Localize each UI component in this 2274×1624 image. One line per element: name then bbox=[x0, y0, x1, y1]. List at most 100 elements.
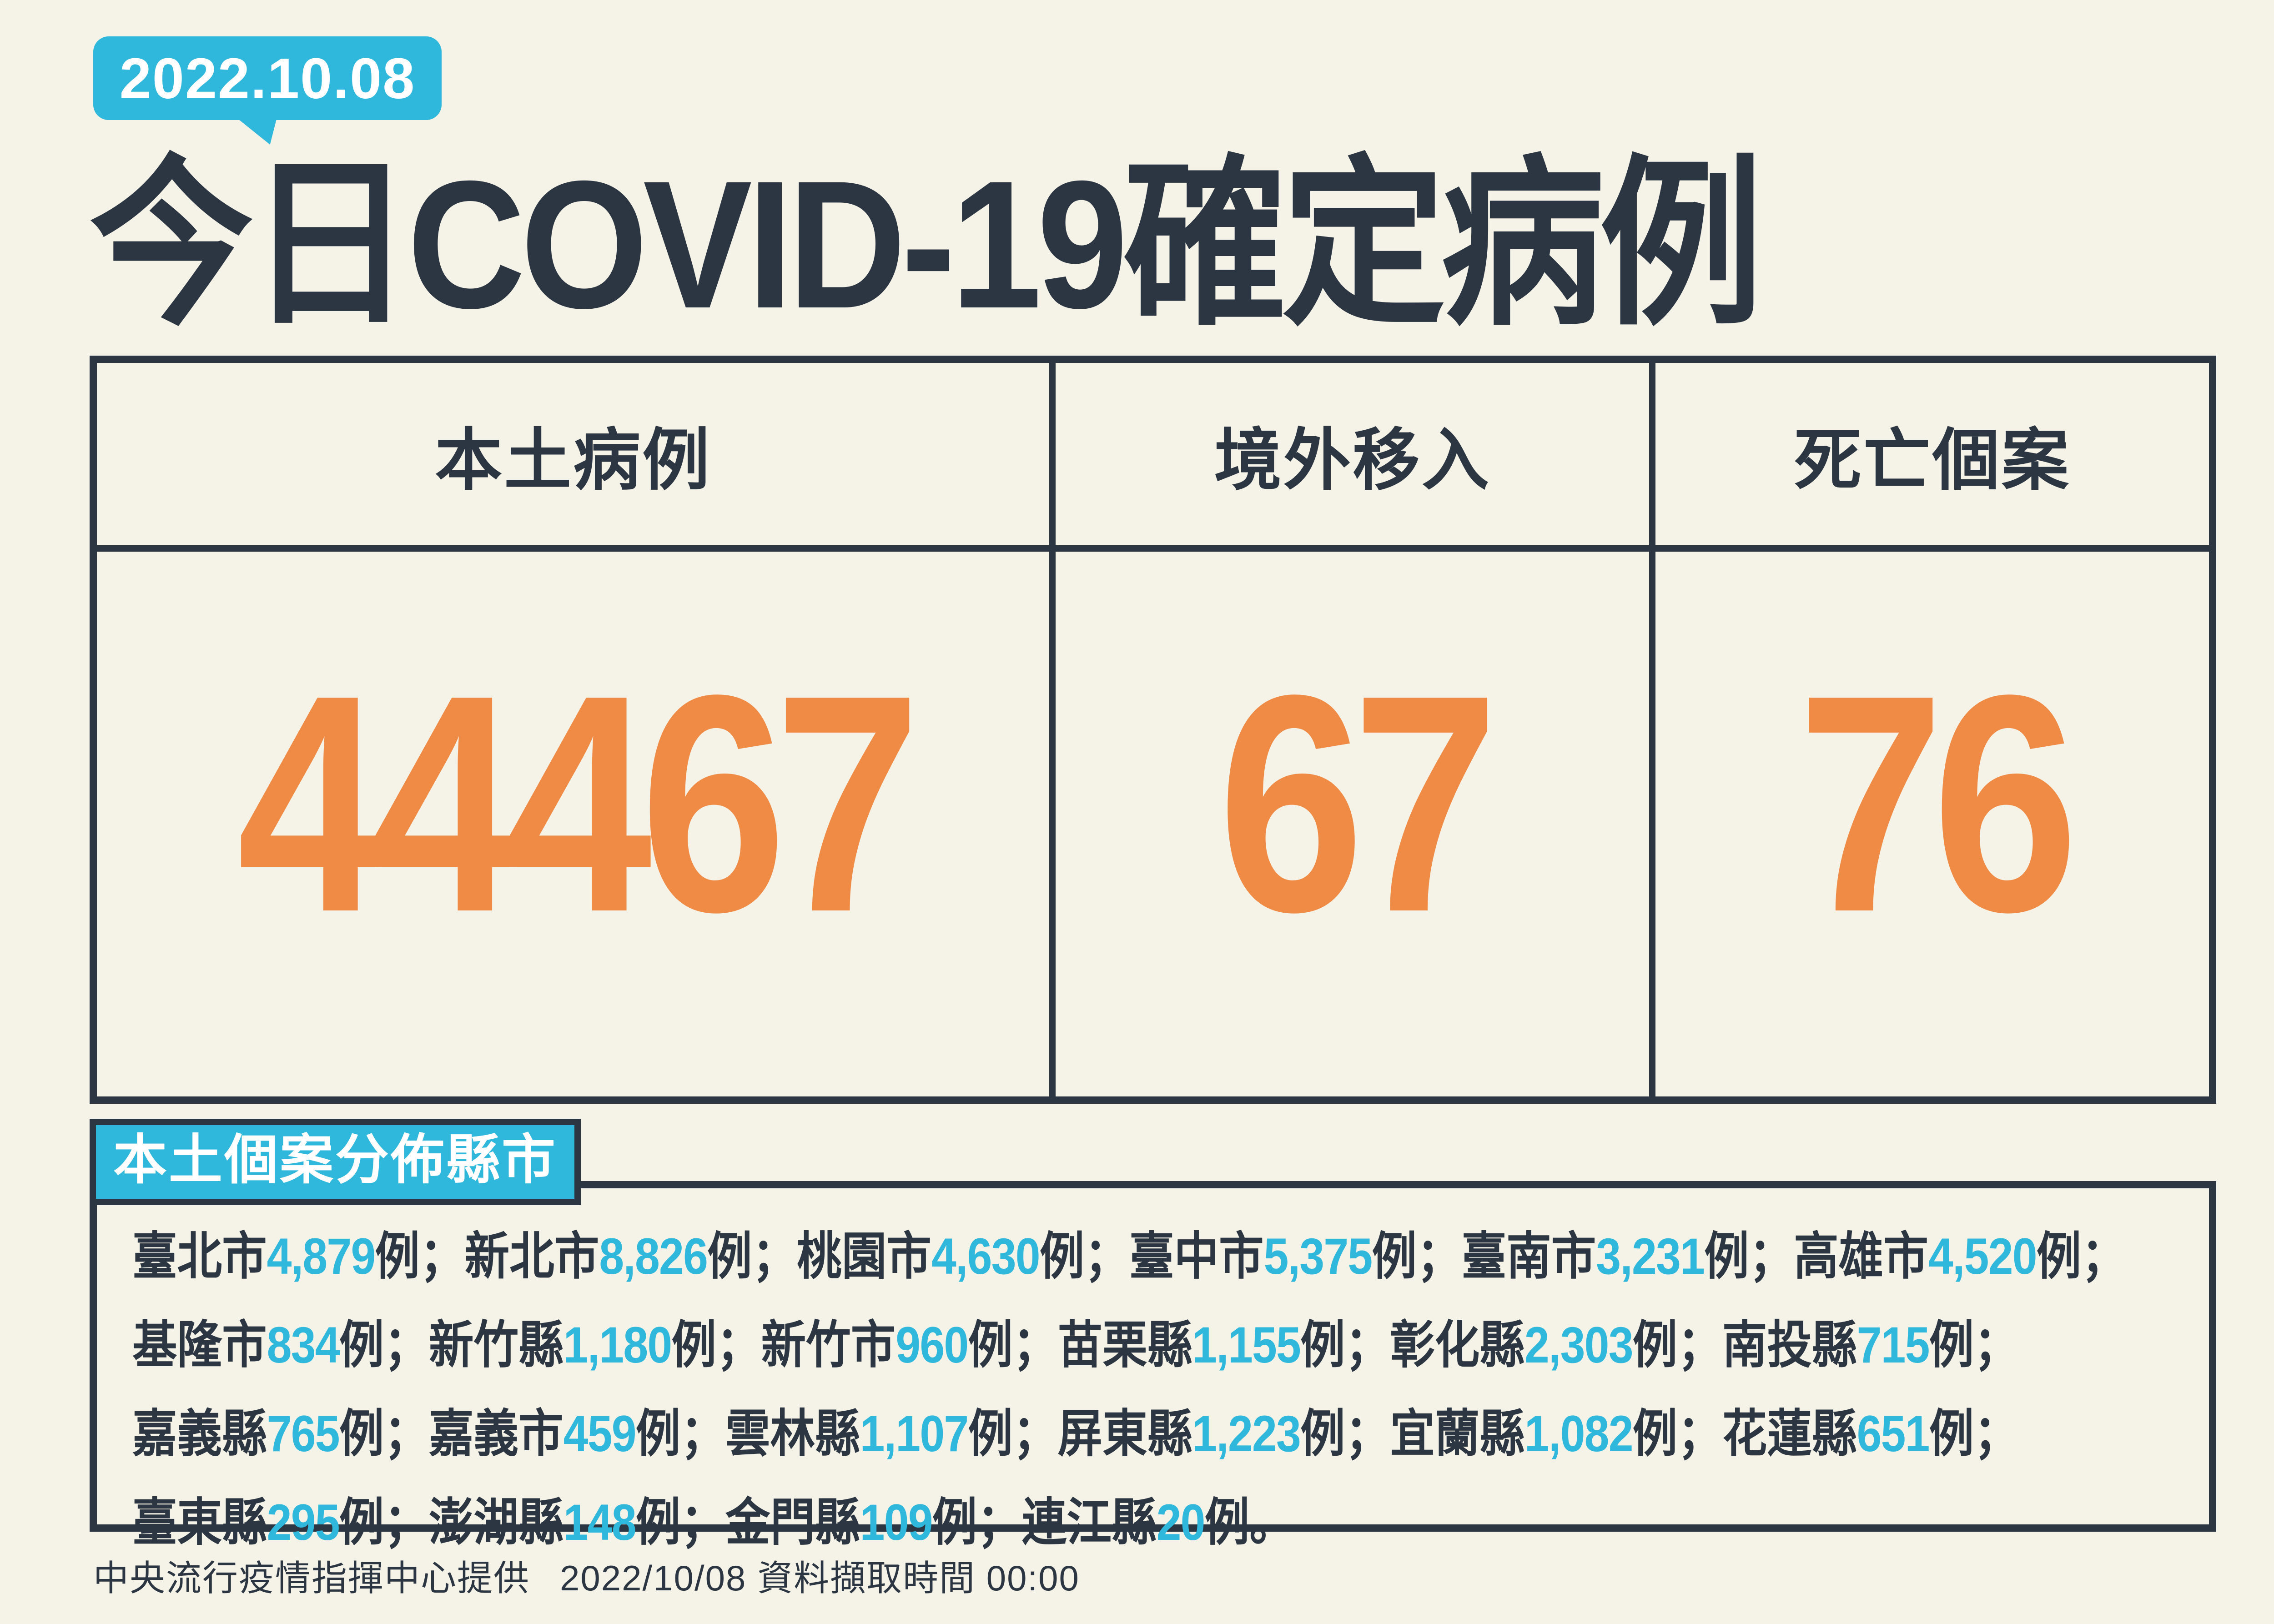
unit-label: 例 bbox=[339, 1494, 384, 1551]
distribution-tag: 本土個案分佈縣市 bbox=[90, 1119, 581, 1205]
region-name: 南投縣 bbox=[1722, 1317, 1857, 1373]
separator: ； bbox=[384, 1317, 429, 1373]
region-case-count: 834 bbox=[267, 1317, 340, 1373]
summary-header-deaths: 死亡個案 bbox=[1649, 363, 2209, 552]
summary-value-imported: 67 bbox=[1049, 552, 1649, 1096]
summary-table: 本土病例 境外移入 死亡個案 44467 67 76 bbox=[90, 356, 2216, 1104]
region-case-count: 295 bbox=[267, 1494, 340, 1551]
deaths-count: 76 bbox=[1798, 631, 2078, 976]
region-name: 澎湖縣 bbox=[428, 1494, 563, 1551]
distribution-line: 基隆市834例；新竹縣1,180例；新竹市960例；苗栗縣1,155例；彰化縣2… bbox=[132, 1301, 2019, 1389]
separator: ； bbox=[680, 1405, 725, 1462]
separator: ； bbox=[1345, 1405, 1390, 1462]
unit-label: 例 bbox=[707, 1228, 752, 1285]
region-case-count: 148 bbox=[563, 1494, 637, 1551]
region-case-count: 960 bbox=[896, 1317, 969, 1373]
region-case-count: 1,107 bbox=[860, 1405, 969, 1462]
unit-label: 例 bbox=[1704, 1228, 1749, 1285]
date-badge: 2022.10.08 bbox=[93, 36, 442, 120]
date-badge-tail bbox=[236, 117, 277, 145]
unit-label: 例 bbox=[1039, 1228, 1085, 1285]
separator: ； bbox=[1749, 1228, 1794, 1285]
summary-value-local: 44467 bbox=[97, 552, 1049, 1096]
region-case-count: 1,082 bbox=[1524, 1405, 1634, 1462]
footer: 中央流行疫情指揮中心提供 2022/10/08 資料擷取時間 00:00 bbox=[93, 1550, 1080, 1601]
region-name: 新竹縣 bbox=[428, 1317, 563, 1373]
separator: ； bbox=[977, 1494, 1022, 1551]
unit-label: 例 bbox=[968, 1405, 1013, 1462]
separator: ； bbox=[716, 1317, 761, 1373]
unit-label: 例 bbox=[635, 1494, 681, 1551]
unit-label: 例 bbox=[1632, 1405, 1678, 1462]
region-name: 桃園市 bbox=[797, 1228, 931, 1285]
region-case-count: 765 bbox=[267, 1405, 340, 1462]
unit-label: 例 bbox=[1632, 1317, 1678, 1373]
region-case-count: 4,630 bbox=[931, 1228, 1041, 1285]
region-name: 嘉義市 bbox=[428, 1405, 563, 1462]
separator: ； bbox=[420, 1228, 465, 1285]
unit-label: 例 bbox=[339, 1405, 384, 1462]
distribution-line: 臺東縣295例；澎湖縣148例；金門縣109例；連江縣20例。 bbox=[132, 1478, 1928, 1567]
region-name: 彰化縣 bbox=[1390, 1317, 1524, 1373]
distribution-box: 臺北市4,879例；新北市8,826例；桃園市4,630例；臺中市5,375例；… bbox=[90, 1181, 2216, 1551]
separator: ； bbox=[384, 1405, 429, 1462]
region-case-count: 1,155 bbox=[1192, 1317, 1301, 1373]
separator: ； bbox=[1974, 1405, 2019, 1462]
imported-cases-count: 67 bbox=[1218, 631, 1499, 976]
separator: 。 bbox=[1249, 1494, 1294, 1551]
region-name: 屏東縣 bbox=[1057, 1405, 1192, 1462]
region-case-count: 715 bbox=[1856, 1317, 1930, 1373]
unit-label: 例 bbox=[1372, 1228, 1417, 1285]
footer-source: 中央流行疫情指揮中心提供 bbox=[93, 1558, 530, 1598]
separator: ； bbox=[752, 1228, 797, 1285]
region-name: 宜蘭縣 bbox=[1390, 1405, 1524, 1462]
separator: ； bbox=[1013, 1317, 1058, 1373]
separator: ； bbox=[384, 1494, 429, 1551]
footer-capture-time: 2022/10/08 資料擷取時間 00:00 bbox=[560, 1558, 1080, 1598]
distribution-line: 臺北市4,879例；新北市8,826例；桃園市4,630例；臺中市5,375例；… bbox=[132, 1212, 2126, 1301]
region-case-count: 5,375 bbox=[1263, 1228, 1373, 1285]
region-name: 花蓮縣 bbox=[1722, 1405, 1857, 1462]
separator: ； bbox=[1417, 1228, 1462, 1285]
region-name: 臺中市 bbox=[1129, 1228, 1264, 1285]
region-case-count: 1,180 bbox=[563, 1317, 673, 1373]
unit-label: 例 bbox=[932, 1494, 977, 1551]
region-case-count: 20 bbox=[1156, 1494, 1206, 1551]
region-name: 臺北市 bbox=[132, 1228, 267, 1285]
separator: ； bbox=[1013, 1405, 1058, 1462]
separator: ； bbox=[680, 1494, 725, 1551]
unit-label: 例 bbox=[1204, 1494, 1250, 1551]
separator: ； bbox=[1677, 1317, 1722, 1373]
region-name: 基隆市 bbox=[132, 1317, 267, 1373]
unit-label: 例 bbox=[339, 1317, 384, 1373]
region-name: 新竹市 bbox=[761, 1317, 896, 1373]
unit-label: 例 bbox=[1929, 1317, 1974, 1373]
region-name: 新北市 bbox=[464, 1228, 599, 1285]
region-name: 臺南市 bbox=[1461, 1228, 1596, 1285]
region-case-count: 4,520 bbox=[1928, 1228, 2038, 1285]
unit-label: 例 bbox=[635, 1405, 681, 1462]
separator: ； bbox=[1677, 1405, 1722, 1462]
region-name: 雲林縣 bbox=[725, 1405, 860, 1462]
region-case-count: 109 bbox=[860, 1494, 933, 1551]
region-name: 嘉義縣 bbox=[132, 1405, 267, 1462]
region-name: 金門縣 bbox=[725, 1494, 860, 1551]
region-name: 苗栗縣 bbox=[1057, 1317, 1192, 1373]
unit-label: 例 bbox=[1929, 1405, 1974, 1462]
separator: ； bbox=[1345, 1317, 1390, 1373]
region-name: 高雄市 bbox=[1794, 1228, 1928, 1285]
separator: ； bbox=[1974, 1317, 2019, 1373]
region-case-count: 3,231 bbox=[1596, 1228, 1705, 1285]
date-badge-label: 2022.10.08 bbox=[119, 46, 416, 111]
unit-label: 例 bbox=[968, 1317, 1013, 1373]
local-cases-count: 44467 bbox=[237, 631, 921, 976]
distribution-line: 嘉義縣765例；嘉義市459例；雲林縣1,107例；屏東縣1,223例；宜蘭縣1… bbox=[132, 1389, 2019, 1478]
summary-header-local: 本土病例 bbox=[97, 363, 1050, 552]
summary-header-imported: 境外移入 bbox=[1049, 363, 1650, 552]
unit-label: 例 bbox=[2036, 1228, 2082, 1285]
region-case-count: 2,303 bbox=[1524, 1317, 1634, 1373]
region-name: 臺東縣 bbox=[132, 1494, 267, 1551]
region-case-count: 1,223 bbox=[1192, 1405, 1301, 1462]
region-case-count: 459 bbox=[563, 1405, 637, 1462]
